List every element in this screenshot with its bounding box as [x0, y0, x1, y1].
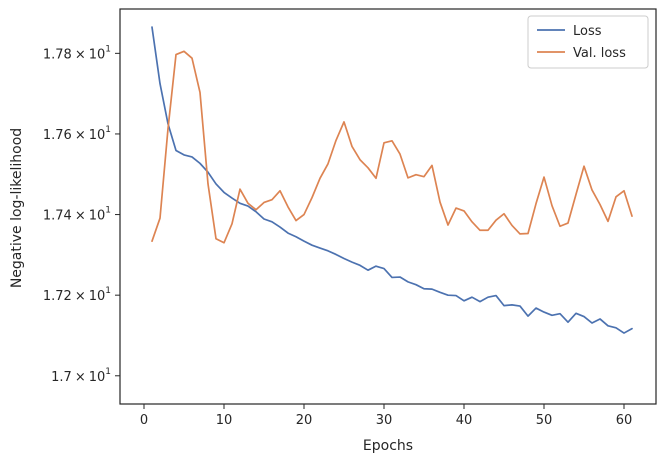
- y-tick-label: 1.72 × 101: [43, 286, 111, 304]
- y-axis-label: Negative log-likelihood: [9, 128, 25, 288]
- x-tick-label: 30: [376, 413, 393, 428]
- y-tick-exponent: 1: [105, 44, 111, 54]
- series-line-0: [151, 26, 633, 334]
- y-tick-mantissa: 1.74: [43, 209, 72, 224]
- legend-box: [527, 15, 649, 69]
- x-tick-label: 40: [456, 413, 473, 428]
- y-tick-label: 1.74 × 101: [43, 206, 111, 224]
- y-tick-times: ×: [75, 370, 86, 385]
- y-tick-mantissa: 1.7: [51, 370, 72, 385]
- y-tick-exponent: 1: [105, 125, 111, 135]
- legend: Loss Val. loss: [527, 15, 649, 69]
- plot-frame: [119, 8, 657, 405]
- x-tick-label: 10: [216, 413, 233, 428]
- y-tick-times: ×: [75, 47, 86, 62]
- y-tick-mantissa: 1.76: [43, 128, 72, 143]
- y-tick-base: 10: [89, 289, 106, 304]
- y-tick-times: ×: [75, 209, 86, 224]
- y-tick-exponent: 1: [105, 286, 111, 296]
- y-tick-label: 1.7 × 101: [51, 367, 111, 385]
- y-tick-base: 10: [89, 209, 106, 224]
- y-tick-exponent: 1: [105, 367, 111, 377]
- y-tick-times: ×: [75, 128, 86, 143]
- y-tick-base: 10: [89, 370, 106, 385]
- y-tick-base: 10: [89, 47, 106, 62]
- x-axis-label: Epochs: [363, 438, 413, 454]
- legend-label-1: Val. loss: [573, 46, 626, 61]
- y-tick-mantissa: 1.72: [43, 289, 72, 304]
- legend-label-0: Loss: [573, 24, 602, 39]
- x-tick-label: 0: [140, 413, 148, 428]
- x-tick-label: 60: [616, 413, 633, 428]
- x-tick-label: 50: [536, 413, 553, 428]
- y-tick-mantissa: 1.78: [43, 47, 72, 62]
- series-line-1: [151, 50, 633, 244]
- y-tick-base: 10: [89, 128, 106, 143]
- x-tick-label: 20: [296, 413, 313, 428]
- y-tick-label: 1.76 × 101: [43, 125, 111, 143]
- y-tick-times: ×: [75, 289, 86, 304]
- y-tick-label: 1.78 × 101: [43, 44, 111, 62]
- y-tick-exponent: 1: [105, 206, 111, 216]
